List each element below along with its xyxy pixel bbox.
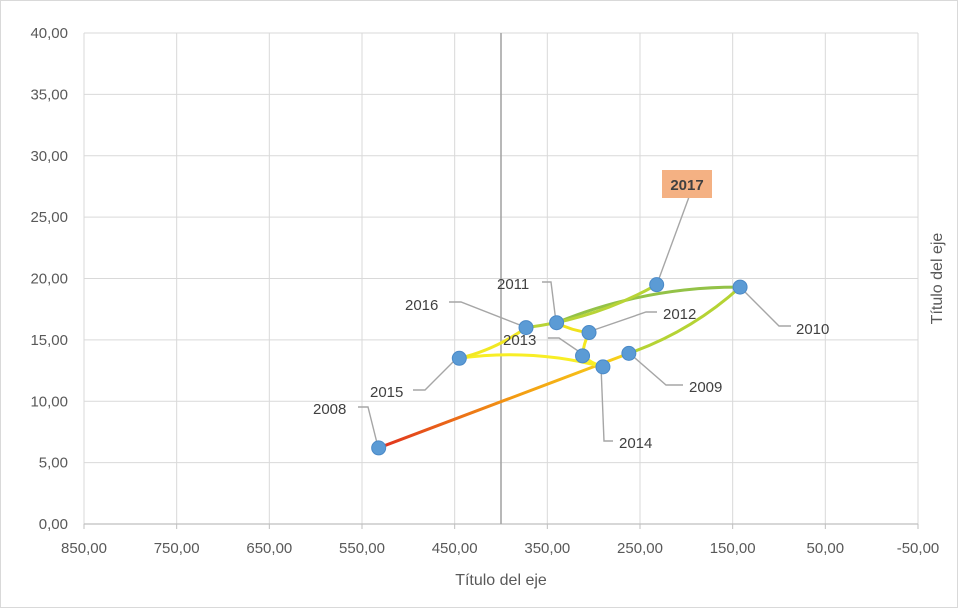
data-label: 2008 bbox=[313, 401, 346, 418]
y-tick-label: 10,00 bbox=[30, 393, 68, 410]
highlight-label-box bbox=[662, 170, 712, 198]
x-axis-title: Título del eje bbox=[455, 572, 547, 589]
data-label: 2010 bbox=[796, 321, 829, 338]
y-tick-label: 35,00 bbox=[30, 86, 68, 103]
trajectory-segment bbox=[556, 285, 741, 325]
y-tick-label: 25,00 bbox=[30, 209, 68, 226]
y-tick-label: 5,00 bbox=[39, 455, 68, 472]
data-label: 2012 bbox=[663, 306, 696, 323]
y-tick-label: 0,00 bbox=[39, 516, 68, 533]
data-label: 2016 bbox=[405, 297, 438, 314]
leader-line bbox=[449, 301, 526, 328]
y-tick-label: 20,00 bbox=[30, 271, 68, 288]
leader-line bbox=[358, 406, 379, 448]
data-label: 2013 bbox=[503, 332, 536, 349]
x-tick-label: 150,00 bbox=[710, 540, 756, 557]
leader-line bbox=[587, 311, 657, 333]
data-labels: 2008 2009 2010 2011 2012 2013 2014 2015 2016 2017 bbox=[313, 170, 829, 452]
trajectory-segment bbox=[459, 353, 604, 369]
leader-line bbox=[542, 281, 557, 323]
x-tick-label: 250,00 bbox=[617, 540, 663, 557]
data-point bbox=[649, 277, 665, 293]
data-point bbox=[549, 315, 565, 331]
y-axis-title: Título del eje bbox=[929, 233, 946, 325]
trajectory-segment bbox=[525, 283, 658, 330]
y-tick-label: 30,00 bbox=[30, 148, 68, 165]
leader-line bbox=[627, 351, 683, 386]
data-label: 2015 bbox=[370, 384, 403, 401]
data-points bbox=[371, 277, 748, 456]
data-point bbox=[732, 279, 748, 295]
data-point bbox=[518, 320, 534, 336]
x-tick-label: 650,00 bbox=[246, 540, 292, 557]
y-tick-label: 15,00 bbox=[30, 332, 68, 349]
data-point bbox=[371, 440, 387, 456]
label-leader-lines bbox=[358, 196, 791, 448]
x-tick-label: 50,00 bbox=[807, 540, 845, 557]
x-tick-label: 450,00 bbox=[432, 540, 478, 557]
data-point bbox=[595, 359, 611, 375]
data-label: 2009 bbox=[689, 379, 722, 396]
data-label: 2017 bbox=[670, 177, 703, 194]
data-point bbox=[451, 350, 467, 366]
trajectory-segment bbox=[628, 285, 742, 355]
leader-line bbox=[656, 196, 690, 285]
data-point bbox=[581, 325, 597, 341]
leader-line bbox=[738, 285, 791, 327]
x-tick-label: 350,00 bbox=[524, 540, 570, 557]
leader-line bbox=[413, 356, 459, 391]
x-tick-label: -50,00 bbox=[897, 540, 940, 557]
leader-line bbox=[548, 337, 585, 356]
x-tick-label: 550,00 bbox=[339, 540, 385, 557]
leader-line bbox=[600, 365, 613, 442]
data-point bbox=[575, 348, 591, 364]
x-tick-label: 850,00 bbox=[61, 540, 107, 557]
axes: 850,00 750,00 650,00 550,00 450,00 350,00 250,… bbox=[30, 25, 939, 557]
data-point bbox=[621, 345, 637, 361]
data-label: 2011 bbox=[497, 276, 529, 293]
y-tick-label: 40,00 bbox=[30, 25, 68, 42]
data-label: 2014 bbox=[619, 435, 652, 452]
trajectory-segment bbox=[378, 351, 630, 450]
x-tick-label: 750,00 bbox=[154, 540, 200, 557]
